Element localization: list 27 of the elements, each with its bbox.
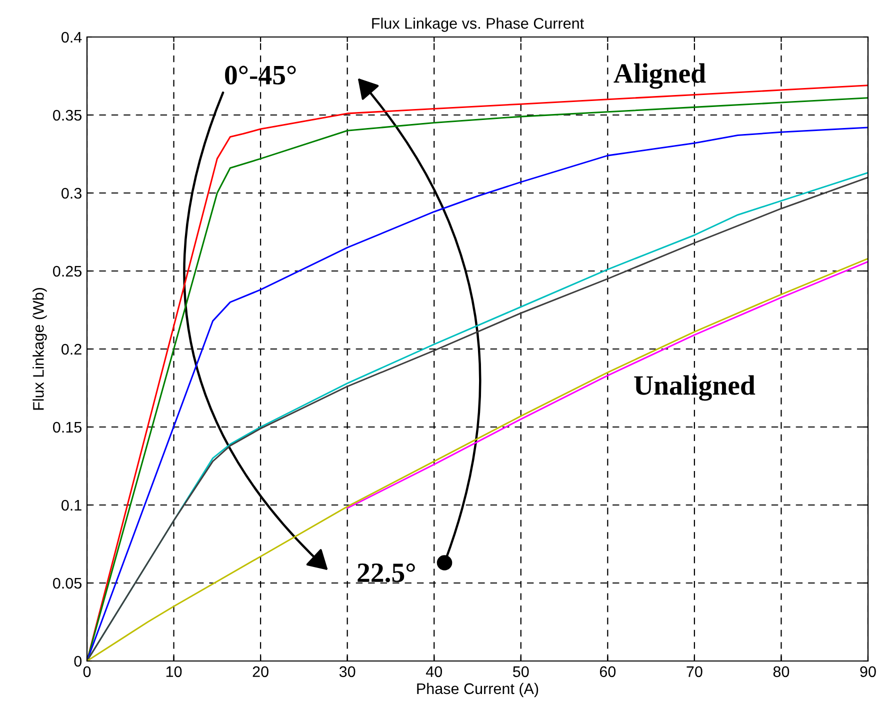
line-series xyxy=(346,260,868,509)
x-tick-label: 0 xyxy=(83,666,91,678)
x-tick-label: 60 xyxy=(600,666,616,678)
chart-title: Flux Linkage vs. Phase Current xyxy=(372,18,584,32)
x-tick-label: 50 xyxy=(513,666,529,678)
y-tick-label: 0.4 xyxy=(62,32,82,43)
y-tick-label: 0.35 xyxy=(53,110,82,121)
y-tick-label: 0 xyxy=(74,656,82,667)
x-tick-label: 80 xyxy=(773,666,790,678)
x-tick-label: 70 xyxy=(686,666,702,678)
x-tick-label: 90 xyxy=(860,666,876,678)
x-tick-label: 10 xyxy=(166,666,182,678)
annotation: Aligned xyxy=(614,63,706,89)
y-tick-label: 0.3 xyxy=(62,188,82,199)
annotation: Unaligned xyxy=(634,375,756,401)
x-tick-label: 20 xyxy=(252,666,268,678)
y-tick-label: 0.1 xyxy=(62,500,82,511)
annotation: 22.5° xyxy=(358,563,415,582)
y-tick-label: 0.05 xyxy=(53,578,82,589)
x-tick-label: 30 xyxy=(339,666,356,678)
y-tick-label: 0.25 xyxy=(53,266,82,277)
x-axis-title: Phase Current (A) xyxy=(417,682,538,698)
y-axis-title: Flux Linkage (Wb) xyxy=(32,288,47,410)
y-tick-label: 0.2 xyxy=(62,344,82,355)
y-tick-label: 0.15 xyxy=(53,422,82,433)
annotation: 0°-45° xyxy=(225,66,296,85)
x-tick-label: 40 xyxy=(426,666,442,678)
